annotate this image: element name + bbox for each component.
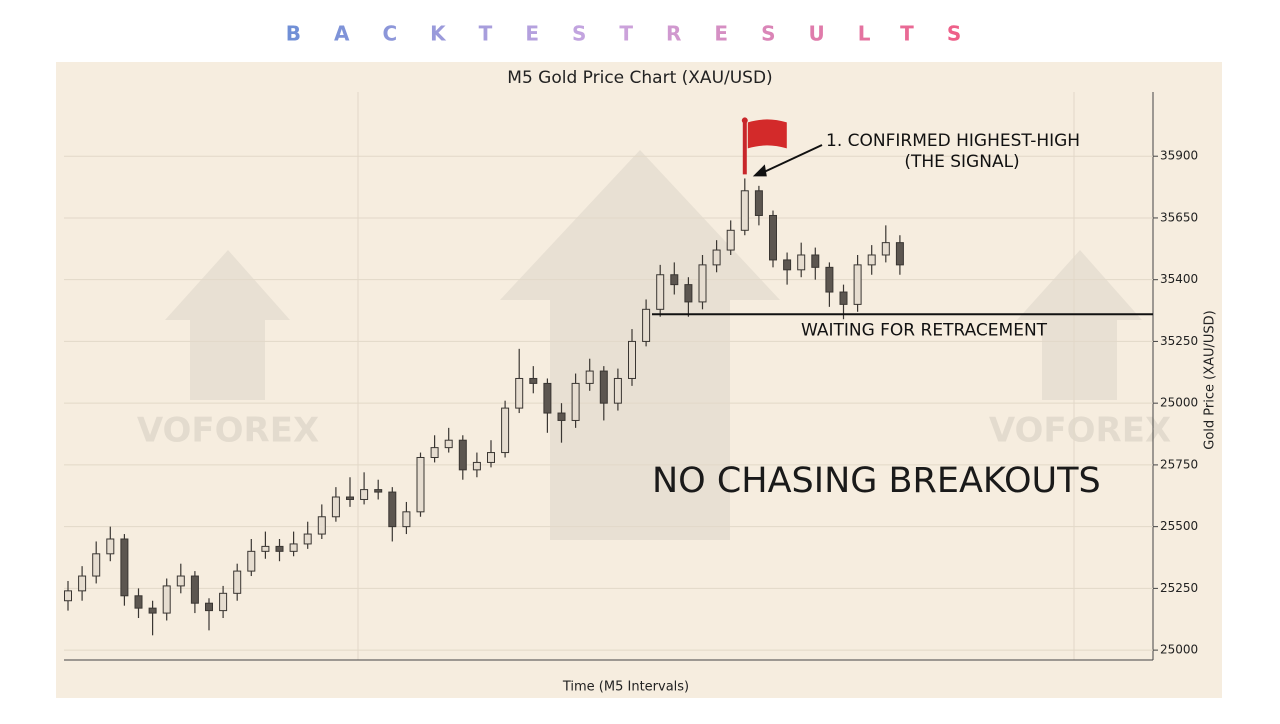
candle-body — [219, 592, 228, 612]
chart-background — [56, 62, 1222, 698]
candle-body — [698, 264, 707, 303]
candle-body — [557, 412, 566, 421]
candle-body — [613, 377, 622, 404]
candle-body — [825, 266, 834, 293]
candle-body — [571, 382, 580, 421]
candle-body — [656, 274, 665, 310]
candle-body — [895, 242, 904, 266]
candle-body — [205, 602, 213, 612]
candle-body — [303, 533, 312, 545]
candle-body — [430, 447, 439, 458]
candle-body — [106, 538, 115, 555]
y-tick-label: 35400 — [1160, 272, 1198, 286]
y-tick-label: 35900 — [1160, 149, 1198, 163]
candle-body — [754, 190, 763, 216]
candle-body — [853, 264, 862, 305]
candle-body — [190, 575, 199, 604]
signal-arrow — [758, 144, 823, 176]
candle-body — [388, 491, 397, 528]
candle-body — [839, 291, 848, 305]
y-tick-label: 25000 — [1160, 643, 1198, 657]
candle-body — [487, 452, 495, 463]
candle-body — [811, 254, 820, 268]
x-axis-label: Time (M5 Intervals) — [562, 680, 689, 695]
candle-body — [176, 575, 185, 587]
y-tick-label: 25500 — [1160, 519, 1198, 533]
candle-body — [233, 570, 242, 594]
candle-body — [515, 377, 524, 409]
candle-body — [543, 382, 552, 414]
candle-body — [402, 511, 411, 528]
flag-knob — [741, 117, 748, 124]
candle-body — [416, 456, 425, 513]
candle-body — [726, 229, 735, 251]
y-tick-label: 25250 — [1160, 581, 1198, 595]
candle-body — [374, 489, 383, 493]
candle-body — [64, 590, 72, 602]
candle-body — [346, 496, 354, 500]
candle-body — [867, 254, 876, 266]
watermark-logos — [165, 150, 1142, 540]
candle-body — [642, 308, 651, 342]
candle-body — [599, 370, 608, 404]
candle-body — [769, 214, 777, 261]
annotation: NO CHASING BREAKOUTS — [652, 461, 1101, 501]
flag — [747, 119, 787, 149]
candle-body — [148, 607, 157, 614]
candle-body — [670, 274, 679, 286]
watermark: VOFOREX — [989, 411, 1171, 451]
candle-body — [360, 489, 369, 500]
candle-body — [684, 284, 693, 303]
candle-body — [78, 575, 87, 592]
arrow-head — [752, 164, 767, 177]
candle-body — [92, 553, 101, 577]
candle-body — [501, 407, 510, 454]
header-title: BACKTESTRESULTS — [286, 22, 994, 46]
candle-body — [331, 496, 340, 518]
signal-label: 1. CONFIRMED HIGHEST-HIGH — [826, 131, 1080, 151]
y-axis-label: Gold Price (XAU/USD) — [1203, 310, 1218, 449]
candle-body — [458, 439, 467, 471]
candle-body — [529, 377, 538, 384]
y-tick-label: 35250 — [1160, 334, 1198, 348]
candle-body — [134, 595, 143, 609]
candle-body — [783, 259, 792, 271]
candle-body — [628, 340, 636, 379]
candle-body — [740, 190, 749, 231]
candle-body — [881, 242, 890, 256]
candle-body — [317, 516, 326, 535]
y-tick-label: 25000 — [1160, 396, 1198, 410]
candle-body — [712, 249, 721, 266]
watermark: VOFOREX — [137, 411, 319, 451]
candle-body — [162, 585, 171, 614]
candle-body — [261, 545, 270, 552]
candle-body — [585, 370, 594, 384]
y-tick-label: 25750 — [1160, 457, 1198, 471]
candle-body — [247, 550, 256, 572]
candle-body — [444, 439, 453, 449]
candle-body — [797, 254, 806, 271]
retracement-label: WAITING FOR RETRACEMENT — [801, 320, 1048, 340]
chart-title: M5 Gold Price Chart (XAU/USD) — [507, 68, 772, 88]
signal-label: (THE SIGNAL) — [904, 152, 1019, 172]
candle-body — [289, 543, 298, 552]
candle-body — [275, 545, 284, 552]
y-tick-label: 35650 — [1160, 210, 1198, 224]
candle-body — [120, 538, 129, 597]
candle-body — [472, 461, 481, 471]
